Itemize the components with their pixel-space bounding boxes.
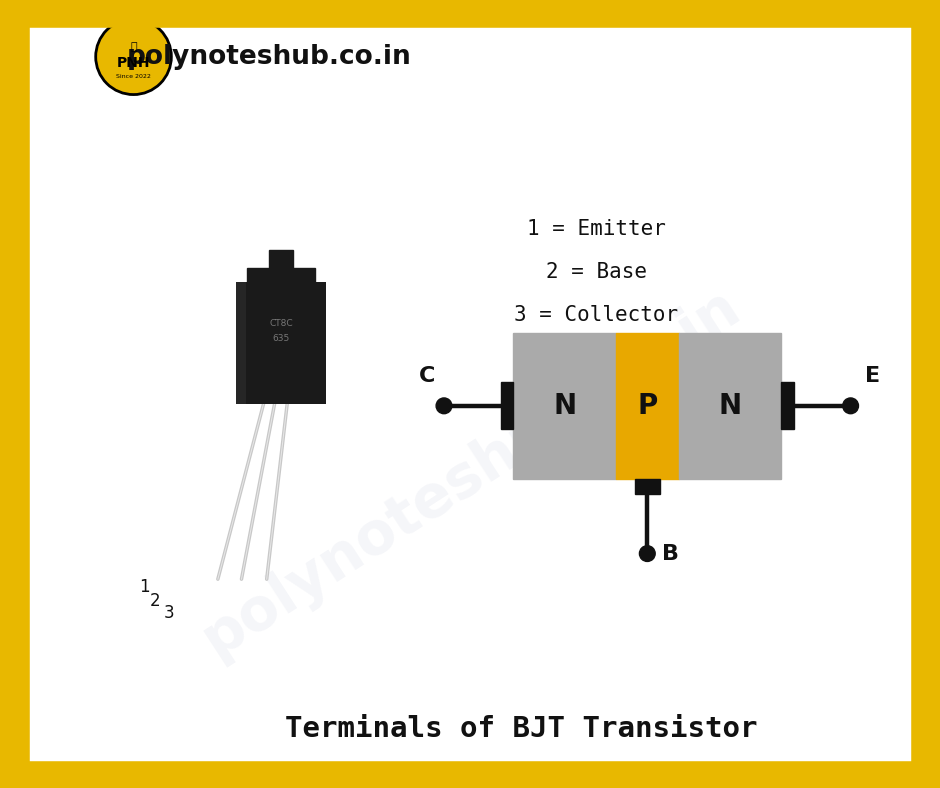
Text: Since 2022: Since 2022 [116,74,151,79]
Bar [513,333,616,479]
Text: CT8C: CT8C [269,318,292,328]
Text: N: N [553,392,576,420]
Text: C: C [418,366,435,386]
Text: 635: 635 [273,334,290,344]
Bar [236,282,246,404]
Text: B: B [663,544,680,563]
Text: E: E [865,366,880,386]
Text: 3: 3 [164,604,175,622]
Bar [236,282,326,404]
Text: N: N [718,392,742,420]
Circle shape [639,546,655,562]
Text: Terminals of BJT Transistor: Terminals of BJT Transistor [285,715,758,743]
Circle shape [436,398,452,414]
Bar [679,333,781,479]
Bar [501,382,513,429]
Circle shape [96,19,171,95]
Bar [616,333,679,479]
Text: 1: 1 [139,578,149,596]
Text: 1 = Emitter: 1 = Emitter [526,218,666,239]
Bar [634,479,660,495]
Bar [269,251,292,268]
Text: polynoteshub.co.in: polynoteshub.co.in [127,44,412,69]
Polygon shape [246,268,315,282]
Text: 🎓: 🎓 [131,43,137,52]
Text: P: P [637,392,657,420]
Text: 2 = Base: 2 = Base [545,262,647,282]
Circle shape [843,398,858,414]
Text: 2: 2 [149,593,161,610]
Text: polynoteshub.co.in: polynoteshub.co.in [191,277,749,668]
Text: 3 = Collector: 3 = Collector [514,305,678,325]
Text: PNH: PNH [117,56,150,70]
Bar [781,382,794,429]
